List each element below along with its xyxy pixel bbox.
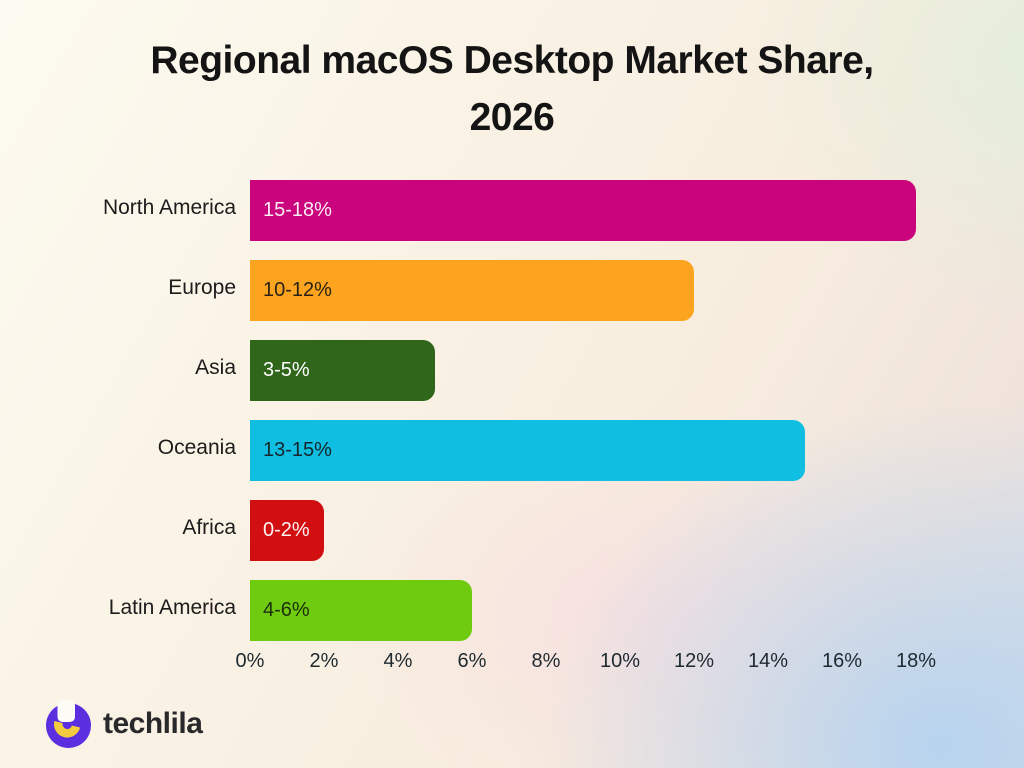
category-label: Africa: [182, 516, 236, 539]
x-tick-label: 14%: [747, 650, 789, 672]
plot-area: 15-18%: [250, 180, 916, 241]
plot-area: 4-6%: [250, 580, 916, 641]
bar-africa: 0-2%: [250, 500, 324, 561]
logo-t-bowl: [53, 720, 81, 738]
x-tick-label: 18%: [895, 650, 937, 672]
logo-circle: [46, 703, 91, 748]
brand-footer: techlila: [45, 698, 203, 749]
x-tick-label: 4%: [383, 650, 413, 672]
logo-t-stem: [57, 700, 75, 722]
category-label: Asia: [195, 356, 236, 379]
plot-area: 0-2%: [250, 500, 916, 561]
chart-title-line1: Regional macOS Desktop Market Share,: [150, 39, 874, 82]
bar-value-label: 4-6%: [263, 599, 310, 621]
x-tick-label: 6%: [457, 650, 487, 672]
category-label: Latin America: [108, 596, 236, 619]
x-tick-label: 0%: [235, 650, 265, 672]
bar-value-label: 3-5%: [263, 359, 310, 381]
x-tick-label: 12%: [673, 650, 715, 672]
x-tick-label: 10%: [599, 650, 641, 672]
category-label: North America: [102, 196, 236, 219]
x-axis: 0% 2% 4% 6% 8% 10% 12% 14% 16% 18%: [236, 650, 936, 676]
bar-asia: 3-5%: [250, 340, 435, 401]
x-tick-label: 2%: [309, 650, 339, 672]
bar-value-label: 13-15%: [263, 439, 332, 461]
category-label: Oceania: [157, 436, 236, 459]
chart-row: Europe 10-12%: [0, 260, 1024, 340]
chart-title: Regional macOS Desktop Market Share, 202…: [0, 32, 1024, 146]
bar-north-america: 15-18%: [250, 180, 916, 241]
chart-row: North America 15-18%: [0, 180, 1024, 260]
bar-europe: 10-12%: [250, 260, 694, 321]
bar-latin-america: 4-6%: [250, 580, 472, 641]
chart-row: Africa 0-2%: [0, 500, 1024, 580]
plot-area: 10-12%: [250, 260, 916, 321]
chart-title-line2: 2026: [469, 96, 555, 139]
chart-row: Oceania 13-15%: [0, 420, 1024, 500]
bar-value-label: 15-18%: [263, 199, 332, 221]
chart-row: Latin America 4-6%: [0, 580, 1024, 660]
plot-area: 13-15%: [250, 420, 916, 481]
bar-value-label: 10-12%: [263, 279, 332, 301]
bar-value-label: 0-2%: [263, 519, 310, 541]
plot-area: 3-5%: [250, 340, 916, 401]
chart-row: Asia 3-5%: [0, 340, 1024, 420]
techlila-logo-icon: [46, 700, 91, 748]
category-label: Europe: [168, 276, 236, 299]
bar-chart: North America 15-18% Europe 10-12% Asia 3-5% O…: [0, 180, 1024, 676]
x-tick-label: 16%: [821, 650, 862, 672]
chart-rows: North America 15-18% Europe 10-12% Asia 3-5% O…: [0, 180, 1024, 660]
x-tick-label: 8%: [531, 650, 561, 672]
brand-name: techlila: [103, 706, 203, 740]
bar-oceania: 13-15%: [250, 420, 805, 481]
